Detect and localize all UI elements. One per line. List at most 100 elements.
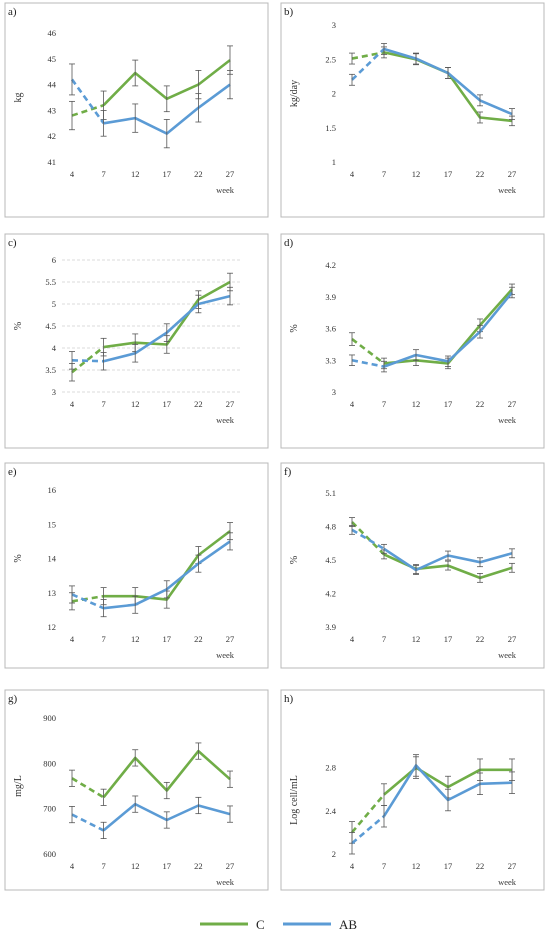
chart-panel-h: h) 2 2.4 2.8 4 7 12 17 22 27 week Log cell/mL — [280, 689, 545, 891]
x-tick-label: 12 — [412, 634, 421, 644]
series-line-dashed — [351, 521, 385, 556]
y-axis-label: % — [289, 324, 300, 332]
y-tick-label: 3.6 — [325, 324, 336, 334]
x-tick-label: 7 — [382, 399, 386, 409]
y-tick-label: 1 — [332, 157, 336, 167]
x-tick-label: 17 — [163, 399, 172, 409]
panel-label: e) — [8, 466, 17, 478]
chart-panel-d: d) 3 3.3 3.6 3.9 4.2 4 7 12 17 22 27 week% — [280, 233, 545, 449]
panel-label: g) — [8, 693, 18, 705]
y-tick-label: 3.9 — [325, 622, 336, 632]
x-tick-label: 22 — [194, 399, 203, 409]
series-line-dashed — [71, 777, 105, 799]
chart-panel-f: f) 3.9 4.2 4.5 4.8 5.1 4 7 12 17 22 27 week% — [280, 462, 545, 669]
y-tick-label: 5.5 — [45, 277, 56, 287]
x-axis-label: week — [498, 877, 517, 887]
x-tick-label: 22 — [476, 169, 485, 179]
x-tick-label: 22 — [476, 399, 485, 409]
series-line-dashed — [71, 593, 105, 610]
x-tick-label: 22 — [194, 169, 203, 179]
x-tick-label: 27 — [508, 399, 517, 409]
series-c — [349, 756, 515, 844]
x-tick-label: 7 — [101, 861, 105, 871]
legend: C AB — [200, 917, 357, 932]
series-line-dashed — [71, 813, 105, 832]
x-tick-label: 17 — [163, 169, 172, 179]
y-tick-label: 15 — [48, 519, 57, 529]
series-c — [69, 45, 233, 131]
x-tick-label: 4 — [350, 861, 355, 871]
y-tick-label: 4.2 — [325, 260, 336, 270]
x-tick-label: 27 — [226, 399, 235, 409]
x-tick-label: 17 — [444, 399, 453, 409]
legend-label-c: C — [256, 917, 265, 932]
x-axis-label: week — [498, 185, 517, 195]
x-axis-label: week — [498, 650, 517, 660]
panel-frame — [4, 233, 269, 449]
x-tick-label: 7 — [101, 634, 105, 644]
y-tick-label: 3.3 — [325, 355, 336, 365]
x-tick-label: 4 — [350, 399, 355, 409]
x-tick-label: 22 — [194, 861, 203, 871]
legend-label-ab: AB — [339, 917, 357, 932]
y-tick-label: 42 — [48, 131, 57, 141]
y-tick-label: 2 — [332, 89, 336, 99]
y-axis-label: % — [289, 556, 300, 564]
series-ab — [69, 286, 233, 371]
y-tick-label: 5 — [52, 299, 56, 309]
series-ab — [69, 63, 233, 149]
y-tick-label: 46 — [48, 28, 57, 38]
x-tick-label: 22 — [476, 634, 485, 644]
y-tick-label: 4.8 — [325, 522, 336, 532]
y-tick-label: 43 — [48, 105, 57, 115]
y-tick-label: 4.5 — [45, 321, 56, 331]
x-axis-label: week — [216, 415, 235, 425]
y-axis-label: mg/L — [13, 775, 24, 797]
x-tick-label: 17 — [444, 861, 453, 871]
x-tick-label: 27 — [226, 861, 235, 871]
series-line-dashed — [351, 793, 385, 834]
chart-panel-g: g) 600 700 800 900 4 7 12 17 22 27 week mg/L — [4, 689, 269, 891]
x-axis-label: week — [216, 650, 235, 660]
x-tick-label: 7 — [382, 169, 386, 179]
x-tick-label: 17 — [444, 169, 453, 179]
y-tick-label: 1.5 — [325, 123, 336, 133]
y-axis-label: Log cell/mL — [289, 775, 300, 825]
panel-frame — [4, 2, 269, 218]
series-line-dashed — [71, 594, 104, 603]
y-tick-label: 700 — [43, 804, 56, 814]
x-tick-label: 4 — [70, 399, 75, 409]
y-tick-label: 4.5 — [325, 555, 336, 565]
y-tick-label: 13 — [48, 588, 57, 598]
y-tick-label: 16 — [48, 485, 57, 495]
chart-panel-e: e) 12 13 14 15 16 4 7 12 17 22 27 week% — [4, 462, 269, 669]
y-tick-label: 45 — [48, 54, 57, 64]
panel-frame — [280, 689, 545, 891]
x-tick-label: 4 — [350, 634, 355, 644]
series-line-dashed — [351, 48, 385, 81]
x-tick-label: 27 — [226, 634, 235, 644]
x-axis-label: week — [498, 415, 517, 425]
x-tick-label: 4 — [70, 169, 75, 179]
chart-panel-b: b) 1 1.5 2 2.5 3 4 7 12 17 22 27 week kg/day — [280, 2, 545, 218]
y-axis-label: % — [13, 554, 24, 562]
x-tick-label: 27 — [226, 169, 235, 179]
y-tick-label: 41 — [48, 157, 57, 167]
y-tick-label: 600 — [43, 849, 56, 859]
panel-label: f) — [284, 466, 292, 478]
series-ab — [69, 795, 233, 839]
x-tick-label: 4 — [70, 861, 75, 871]
y-tick-label: 14 — [48, 554, 57, 564]
x-tick-label: 22 — [476, 861, 485, 871]
y-tick-label: 5.1 — [325, 488, 336, 498]
x-tick-label: 4 — [350, 169, 355, 179]
x-axis-label: week — [216, 877, 235, 887]
y-tick-label: 2 — [332, 849, 336, 859]
y-tick-label: 2.5 — [325, 54, 336, 64]
y-axis-label: kg/day — [289, 80, 300, 107]
y-tick-label: 4 — [52, 343, 57, 353]
y-tick-label: 3 — [52, 387, 56, 397]
y-tick-label: 2.8 — [325, 763, 336, 773]
series-line-dashed — [351, 338, 385, 365]
